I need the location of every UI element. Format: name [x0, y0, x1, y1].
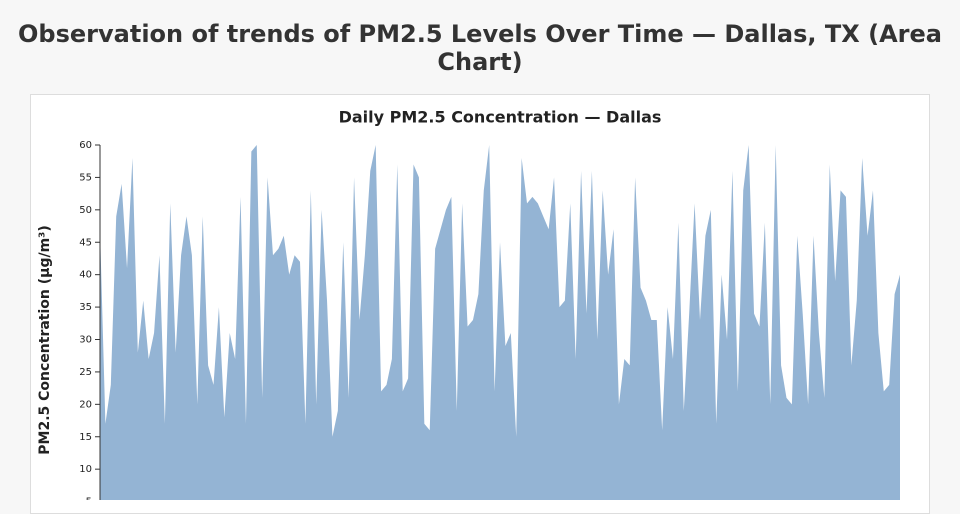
y-tick-label: 15	[79, 432, 92, 443]
y-tick-label: 50	[79, 205, 92, 216]
y-tick-label: 40	[79, 270, 92, 281]
y-tick-label: 25	[79, 367, 92, 378]
y-tick-label: 20	[79, 399, 92, 410]
y-tick-label: 10	[79, 464, 92, 475]
chart: Daily PM2.5 Concentration — Dallas PM2.5…	[37, 108, 900, 500]
y-tick-label: 30	[79, 335, 92, 346]
page: {"page_title": "Observation of trends of…	[18, 20, 942, 514]
y-tick-label: 35	[79, 302, 92, 313]
y-tick-label: 5	[86, 497, 92, 500]
y-axis-label: PM2.5 Concentration (μg/m³)	[37, 225, 53, 454]
y-tick-label: 55	[79, 172, 92, 183]
area	[100, 145, 900, 500]
y-tick-label: 60	[79, 140, 92, 151]
page-title: Observation of trends of PM2.5 Levels Ov…	[18, 20, 942, 76]
y-tick-label: 45	[79, 237, 92, 248]
chart-title: Daily PM2.5 Concentration — Dallas	[339, 108, 662, 127]
